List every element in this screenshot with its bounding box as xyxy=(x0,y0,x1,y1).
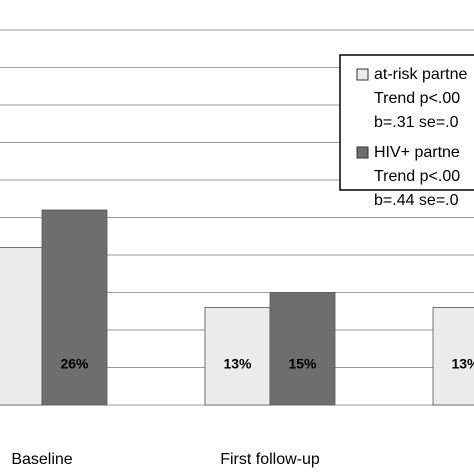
legend-note: Trend p<.00 xyxy=(374,90,460,107)
bar xyxy=(0,247,43,406)
value-label: 26% xyxy=(60,356,89,372)
legend-note: Trend p<.00 xyxy=(374,168,460,185)
value-label: 13% xyxy=(451,356,474,372)
x-tick-label: Baseline xyxy=(11,451,72,468)
bar xyxy=(41,209,108,406)
legend-note: b=.44 se=.0 xyxy=(374,192,459,209)
legend-label: at-risk partne xyxy=(374,66,467,83)
bar xyxy=(204,307,271,406)
legend-swatch xyxy=(356,68,369,81)
bars: Baseline21%26%First follow-up13%15%Secon… xyxy=(0,209,474,468)
legend-swatch xyxy=(356,146,369,159)
value-label: 15% xyxy=(288,356,317,372)
bar xyxy=(269,292,336,406)
value-label: 13% xyxy=(223,356,252,372)
x-tick-label: First follow-up xyxy=(220,451,320,468)
legend: at-risk partne Trend p<.00 b=.31 se=.0 HIV+… xyxy=(339,54,474,209)
bar xyxy=(432,307,474,406)
legend-note: b=.31 se=.0 xyxy=(374,114,459,131)
legend-label: HIV+ partne xyxy=(374,144,460,161)
